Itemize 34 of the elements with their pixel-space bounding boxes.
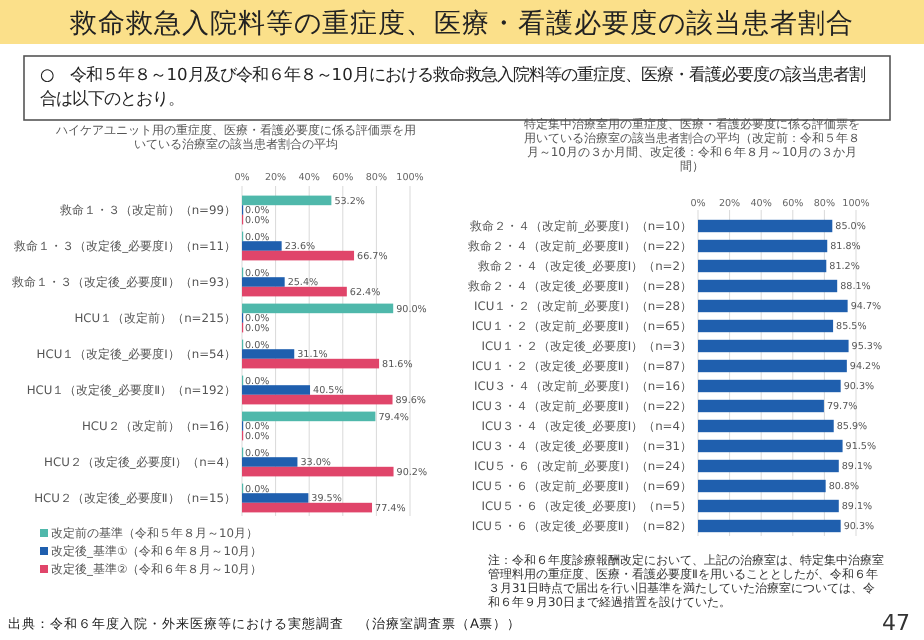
bar [698,279,838,293]
bar [698,359,847,373]
bar [698,379,841,393]
bar [242,411,376,422]
bar [242,349,295,359]
bar [698,219,833,233]
bar [698,259,827,273]
bar [242,457,298,467]
bar [242,250,355,261]
bar [698,339,849,353]
bar [242,502,373,513]
bar [698,299,848,313]
bar [242,286,347,297]
bar [242,358,380,369]
bar [698,419,834,433]
bar [242,195,332,206]
bar [242,493,309,503]
bar [242,466,394,477]
text: ○ 令和５年８～10月及び令和６年８～10月における救命救急入院料等の重症度、医療・看護必要度の該当患者割合は以下のとおり。 [40,64,865,108]
text: 救命救急入院料等の重症度、医療・看護必要度の該当患者割合 [68,8,854,40]
bar [242,277,285,287]
bar [698,439,843,453]
bar [242,385,311,395]
text: 47 [882,610,910,636]
bar [242,303,394,314]
bar [698,399,824,413]
bar [698,459,839,473]
bar [698,239,828,253]
bar [698,519,841,533]
bar [242,241,282,251]
bar [698,319,834,333]
bar [698,479,826,493]
bar [242,394,393,405]
bar [698,499,839,513]
